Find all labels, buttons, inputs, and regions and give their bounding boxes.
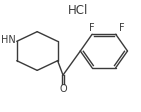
Text: F: F: [89, 23, 95, 33]
Text: F: F: [119, 23, 125, 33]
Text: O: O: [59, 84, 67, 94]
Text: HN: HN: [1, 35, 16, 45]
Text: HCl: HCl: [67, 4, 88, 17]
